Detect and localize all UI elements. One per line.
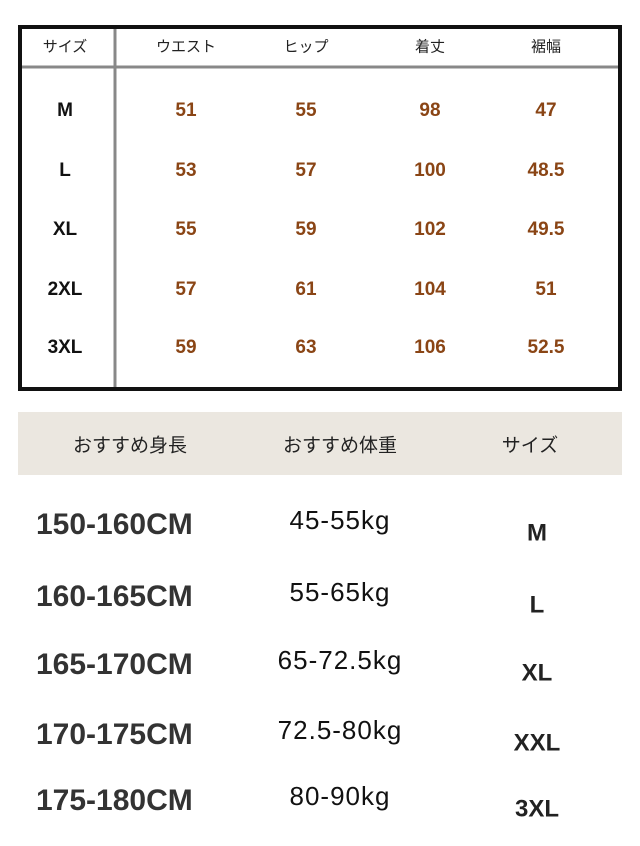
size-label: 3XL [48,337,83,358]
size-value: 59 [295,219,316,240]
recommend-size: M [527,519,547,546]
size-header: ウエスト [156,38,216,56]
size-label: L [59,160,71,181]
recommend-size: XL [522,659,553,686]
size-value: 55 [295,100,317,121]
recommend-size: L [530,591,545,618]
weight-range: 65-72.5kg [278,645,403,675]
size-header: 着丈 [415,38,445,56]
recommend-header: おすすめ身長 [73,435,187,457]
size-value: 100 [414,160,446,181]
height-range: 165-170CM [36,648,193,681]
recommend-header: おすすめ体重 [283,435,397,457]
weight-range: 80-90kg [290,781,391,811]
size-value: 102 [414,219,446,240]
size-value: 51 [535,279,557,300]
weight-range: 55-65kg [290,577,391,607]
height-range: 175-180CM [36,784,193,817]
weight-range: 72.5-80kg [278,715,403,745]
size-value: 57 [175,279,196,300]
size-value: 98 [419,100,440,121]
size-value: 61 [295,279,317,300]
recommend-header: サイズ [502,435,558,457]
recommend-size: XXL [514,729,561,756]
size-header: 裾幅 [531,38,561,56]
size-value: 59 [175,337,196,358]
size-header: サイズ [43,38,88,56]
size-label: M [57,100,73,121]
size-value: 106 [414,337,446,358]
size-table-border [18,25,622,391]
height-range: 150-160CM [36,508,193,541]
size-value: 52.5 [528,337,565,358]
size-value: 104 [414,279,446,300]
size-value: 49.5 [528,219,565,240]
recommend-header-band [18,412,622,475]
size-value: 48.5 [528,160,565,181]
size-value: 57 [295,160,316,181]
height-range: 160-165CM [36,580,193,613]
size-value: 55 [175,219,197,240]
weight-range: 45-55kg [290,505,391,535]
recommend-size: 3XL [515,795,559,822]
size-header: ヒップ [283,38,328,56]
height-range: 170-175CM [36,718,193,751]
size-label: 2XL [48,279,83,300]
size-value: 51 [175,100,197,121]
size-value: 47 [535,100,556,121]
size-value: 63 [295,337,316,358]
size-label: XL [53,219,78,240]
size-value: 53 [175,160,196,181]
